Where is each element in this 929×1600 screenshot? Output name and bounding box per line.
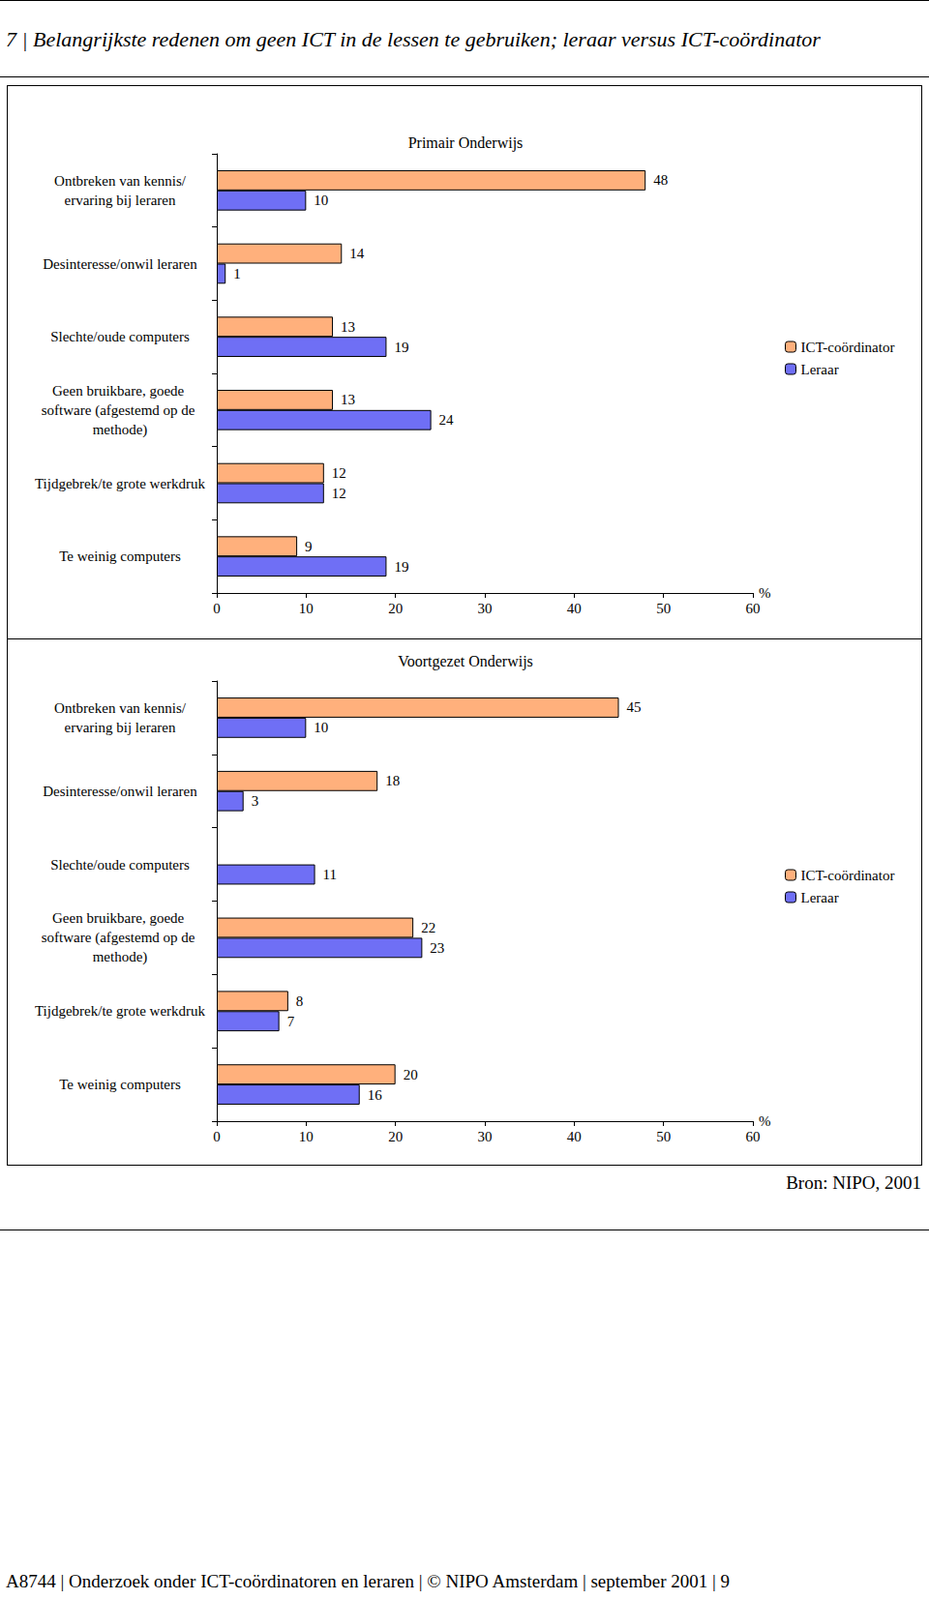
- svg-text:18: 18: [385, 773, 400, 789]
- svg-text:19: 19: [393, 339, 409, 356]
- svg-text:3: 3: [251, 793, 260, 810]
- svg-text:8: 8: [296, 993, 304, 1010]
- svg-text:22: 22: [420, 920, 436, 936]
- svg-text:13: 13: [340, 391, 356, 408]
- svg-text:ICT-coördinator: ICT-coördinator: [801, 339, 896, 356]
- svg-text:40: 40: [567, 1129, 582, 1145]
- svg-text:23: 23: [429, 940, 445, 957]
- svg-text:ICT-coördinator: ICT-coördinator: [801, 868, 896, 884]
- svg-text:30: 30: [478, 1129, 493, 1145]
- svg-text:20: 20: [388, 600, 403, 617]
- svg-text:Leraar: Leraar: [801, 890, 840, 906]
- svg-text:%: %: [758, 585, 772, 601]
- svg-text:Ontbreken van kennis/: Ontbreken van kennis/: [54, 700, 187, 717]
- svg-text:50: 50: [656, 1129, 671, 1145]
- svg-text:methode): methode): [92, 421, 149, 439]
- svg-text:60: 60: [746, 600, 761, 617]
- svg-text:Desinteresse/onwil leraren: Desinteresse/onwil leraren: [42, 783, 198, 800]
- svg-text:10: 10: [313, 719, 329, 736]
- html-text:Bron: NIPO, 2001: Bron: NIPO, 2001: [785, 1172, 922, 1194]
- svg-text:48: 48: [653, 172, 668, 188]
- svg-text:1: 1: [233, 266, 241, 282]
- svg-text:10: 10: [299, 600, 314, 617]
- svg-text:60: 60: [746, 1129, 761, 1145]
- svg-text:10: 10: [313, 192, 329, 209]
- svg-text:ervaring bij leraren: ervaring bij leraren: [64, 192, 177, 209]
- svg-text:13: 13: [340, 319, 356, 335]
- svg-text:45: 45: [627, 699, 642, 716]
- svg-text:10: 10: [299, 1129, 314, 1145]
- svg-text:40: 40: [567, 600, 582, 617]
- svg-text:Te weinig computers: Te weinig computers: [59, 1077, 181, 1093]
- html-text:7 | Belangrijkste redenen om g: 7 | Belangrijkste redenen om geen ICT in…: [5, 27, 821, 52]
- svg-text:9: 9: [304, 539, 313, 555]
- svg-text:Primair Onderwijs: Primair Onderwijs: [408, 134, 524, 152]
- svg-text:Slechte/oude computers: Slechte/oude computers: [50, 857, 190, 873]
- svg-text:%: %: [758, 1113, 772, 1130]
- svg-text:Tijdgebrek/te grote werkdruk: Tijdgebrek/te grote werkdruk: [34, 1003, 207, 1019]
- svg-text:Leraar: Leraar: [801, 361, 840, 378]
- svg-text:20: 20: [403, 1067, 419, 1083]
- svg-text:Geen bruikbare, goede: Geen bruikbare, goede: [52, 383, 188, 399]
- svg-text:software (afgestemd op de: software (afgestemd op de: [41, 402, 199, 420]
- svg-text:software (afgestemd op de: software (afgestemd op de: [41, 929, 199, 947]
- svg-text:Voortgezet Onderwijs: Voortgezet Onderwijs: [397, 653, 534, 671]
- svg-text:11: 11: [323, 867, 337, 883]
- svg-text:methode): methode): [92, 949, 149, 966]
- svg-text:Geen bruikbare, goede: Geen bruikbare, goede: [52, 910, 188, 927]
- svg-text:Desinteresse/onwil leraren: Desinteresse/onwil leraren: [42, 256, 198, 272]
- svg-text:Slechte/oude computers: Slechte/oude computers: [50, 329, 190, 345]
- svg-text:Ontbreken van kennis/: Ontbreken van kennis/: [54, 173, 187, 189]
- svg-text:24: 24: [439, 412, 455, 428]
- svg-text:12: 12: [331, 485, 347, 502]
- svg-text:Te weinig computers: Te weinig computers: [59, 548, 181, 565]
- svg-text:30: 30: [478, 600, 493, 617]
- svg-text:19: 19: [393, 559, 409, 575]
- svg-text:14: 14: [349, 245, 365, 262]
- svg-text:Tijdgebrek/te grote werkdruk: Tijdgebrek/te grote werkdruk: [34, 476, 207, 492]
- svg-text:12: 12: [331, 465, 347, 481]
- html-text:A8744 | Onderzoek onder ICT-co: A8744 | Onderzoek onder ICT-coördinatore…: [5, 1571, 730, 1592]
- svg-text:16: 16: [367, 1087, 384, 1104]
- svg-text:0: 0: [212, 1129, 221, 1145]
- svg-text:50: 50: [656, 600, 671, 617]
- svg-text:20: 20: [388, 1129, 403, 1145]
- svg-text:7: 7: [287, 1014, 296, 1030]
- svg-text:ervaring bij leraren: ervaring bij leraren: [64, 719, 177, 736]
- svg-text:0: 0: [212, 600, 221, 617]
